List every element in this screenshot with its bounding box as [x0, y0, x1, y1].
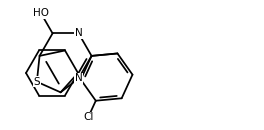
- Text: Cl: Cl: [83, 112, 93, 122]
- Text: S: S: [34, 77, 40, 87]
- Text: HO: HO: [33, 8, 49, 18]
- Text: N: N: [75, 73, 82, 83]
- Text: N: N: [75, 28, 82, 38]
